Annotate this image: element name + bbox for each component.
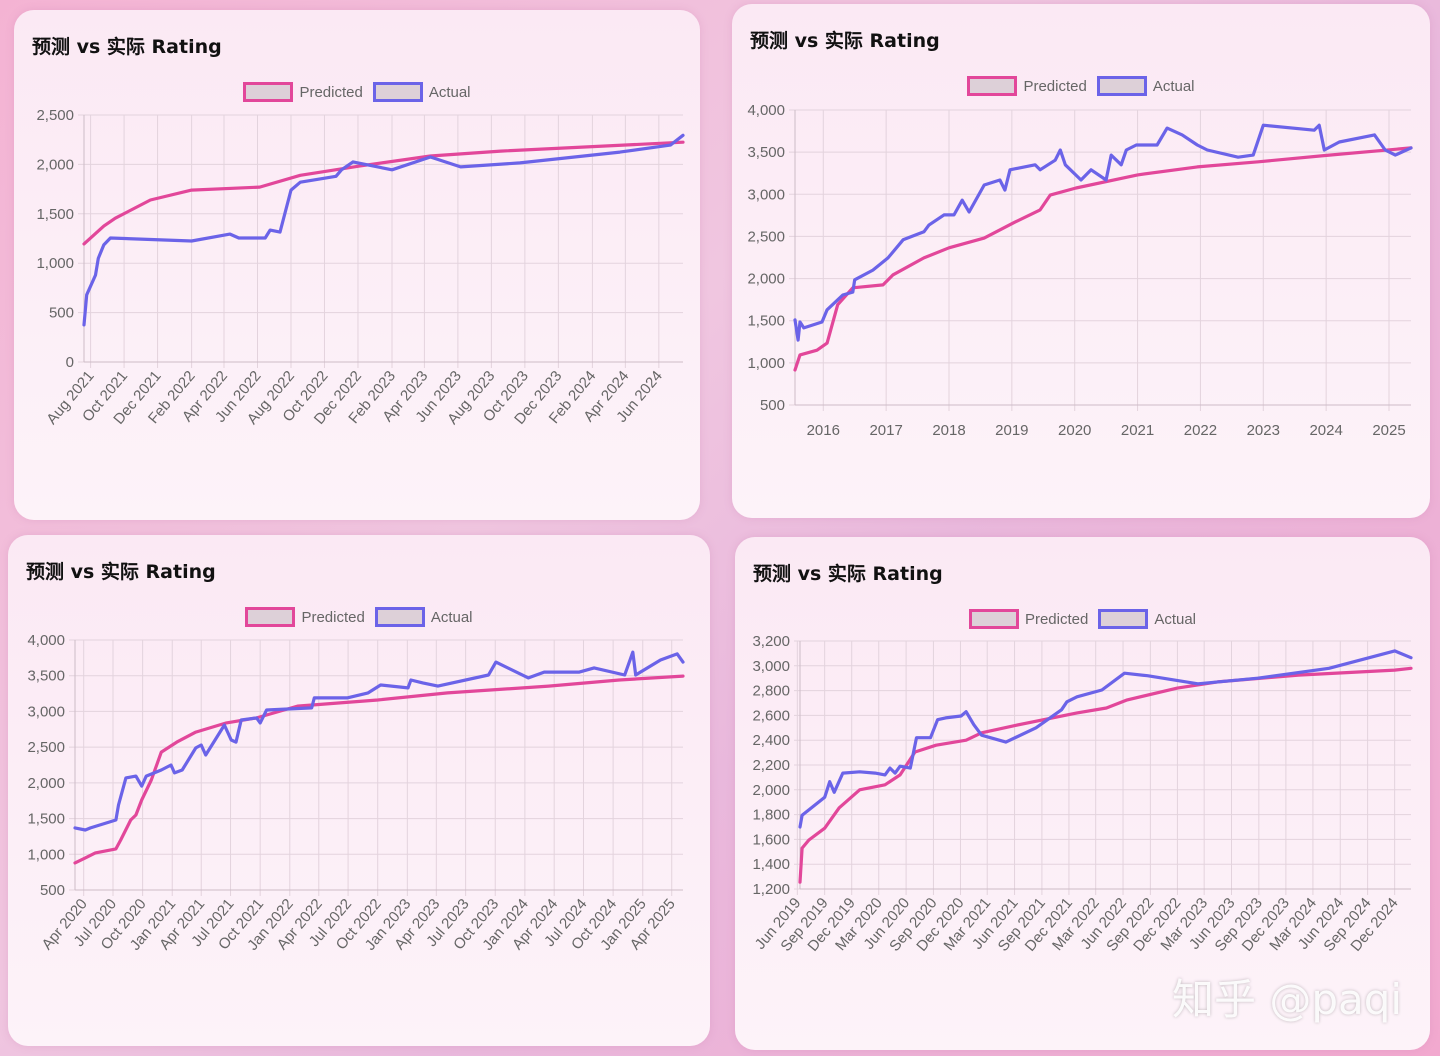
legend-label: Predicted [1023, 77, 1087, 95]
x-tick-label: 2018 [932, 422, 965, 439]
legend-label: Actual [428, 83, 471, 101]
x-tick-label: 2017 [869, 422, 902, 439]
series-line-actual [793, 123, 1413, 342]
y-tick-label: 500 [760, 397, 785, 414]
chart-plot: 1,200 1,400 1,600 1,800 2,000 2,200 2,400 2,600… [752, 633, 1413, 955]
watermark: 知乎 @paqi [1172, 975, 1403, 1024]
y-tick-label: 2,200 [752, 757, 790, 774]
legend: Predicted Actual [14, 82, 700, 102]
legend-item-actual[interactable]: Actual [1096, 76, 1195, 96]
legend-swatch [245, 607, 296, 627]
legend-label: Actual [430, 608, 473, 626]
legend-item-predicted[interactable]: Predicted [245, 607, 365, 627]
y-tick-label: 1,500 [747, 313, 785, 330]
y-tick-label: 0 [66, 354, 74, 371]
legend-label: Predicted [1024, 610, 1089, 628]
y-tick-label: 500 [40, 882, 65, 899]
y-tick-label: 2,500 [747, 228, 785, 245]
chart-card-4: 预测 vs 实际 Rating Predicted Actual 1,200 1,400… [735, 537, 1430, 1050]
legend-swatch [243, 82, 294, 102]
legend-swatch [372, 82, 423, 102]
legend-label: Predicted [299, 83, 363, 101]
legend-item-actual[interactable]: Actual [372, 82, 471, 102]
y-tick-label: 2,000 [36, 156, 74, 173]
legend-item-predicted[interactable]: Predicted [968, 609, 1089, 629]
legend-item-predicted[interactable]: Predicted [967, 76, 1087, 96]
chart-title: 预测 vs 实际 Rating [26, 561, 216, 583]
y-tick-label: 2,000 [747, 271, 785, 288]
x-tick-label: 2016 [807, 422, 840, 439]
series-line-predicted [793, 146, 1413, 372]
y-tick-label: 1,200 [752, 881, 790, 898]
chart-card-2: 预测 vs 实际 Rating Predicted Actual 500 1,000 1,… [732, 4, 1430, 518]
x-tick-label: 2019 [995, 422, 1028, 439]
y-tick-label: 1,800 [752, 807, 790, 824]
y-tick-label: 1,400 [752, 856, 790, 873]
legend-item-actual[interactable]: Actual [374, 607, 473, 627]
y-tick-label: 1,500 [27, 811, 65, 828]
y-tick-label: 2,500 [27, 739, 65, 756]
y-tick-label: 1,500 [36, 206, 74, 223]
y-tick-label: 1,000 [747, 355, 785, 372]
x-tick-label: 2024 [1309, 422, 1342, 439]
chart-title: 预测 vs 实际 Rating [32, 36, 222, 58]
y-tick-label: 2,000 [27, 775, 65, 792]
legend-label: Actual [1154, 610, 1197, 628]
legend-swatch [968, 609, 1019, 629]
legend-label: Actual [1152, 77, 1195, 95]
series-line-actual [798, 649, 1413, 829]
legend-swatch [374, 607, 425, 627]
chart-card-3: 预测 vs 实际 Rating Predicted Actual 500 1,000 1,… [8, 535, 710, 1046]
legend-label: Predicted [301, 608, 365, 626]
x-tick-label: 2020 [1058, 422, 1091, 439]
y-tick-label: 3,200 [752, 633, 790, 650]
x-tick-label: 2021 [1121, 422, 1154, 439]
series-line-predicted [82, 140, 685, 246]
y-tick-label: 2,800 [752, 683, 790, 700]
y-tick-label: 2,600 [752, 707, 790, 724]
y-tick-label: 3,000 [752, 658, 790, 675]
series-line-predicted [798, 666, 1413, 884]
x-tick-label: 2022 [1184, 422, 1217, 439]
y-tick-label: 4,000 [27, 632, 65, 649]
y-tick-label: 500 [49, 305, 74, 322]
legend-item-predicted[interactable]: Predicted [243, 82, 363, 102]
x-tick-label: 2023 [1247, 422, 1280, 439]
y-tick-label: 3,500 [747, 144, 785, 161]
series-line-actual [82, 133, 685, 327]
legend: Predicted Actual [732, 76, 1430, 96]
series-line-actual [73, 650, 685, 832]
y-tick-label: 1,600 [752, 831, 790, 848]
chart-card-1: 预测 vs 实际 Rating Predicted Actual 0 500 1,000 1… [14, 10, 700, 520]
legend-swatch [967, 76, 1018, 96]
y-tick-label: 4,000 [747, 102, 785, 119]
legend: Predicted Actual [8, 607, 710, 627]
y-tick-label: 3,000 [747, 186, 785, 203]
legend-swatch [1096, 76, 1147, 96]
y-tick-label: 3,000 [27, 703, 65, 720]
legend: Predicted Actual [735, 609, 1430, 629]
y-tick-label: 2,500 [36, 107, 74, 124]
chart-plot: 5001,0001,5002,0002,5003,0003,5004,000Ap… [27, 632, 685, 954]
y-tick-label: 3,500 [27, 668, 65, 685]
x-tick-label: 2025 [1372, 422, 1405, 439]
chart-title: 预测 vs 实际 Rating [753, 563, 943, 585]
legend-swatch [1098, 609, 1149, 629]
y-tick-label: 1,000 [36, 255, 74, 272]
y-tick-label: 2,400 [752, 732, 790, 749]
y-tick-label: 1,000 [27, 846, 65, 863]
chart-plot: 500 1,000 1,500 2,000 2,500 3,000 3,500 4,000 20… [747, 102, 1413, 439]
y-tick-label: 2,000 [752, 782, 790, 799]
series-line-predicted [73, 674, 685, 865]
legend-item-actual[interactable]: Actual [1098, 609, 1196, 629]
chart-title: 预测 vs 实际 Rating [750, 30, 940, 52]
